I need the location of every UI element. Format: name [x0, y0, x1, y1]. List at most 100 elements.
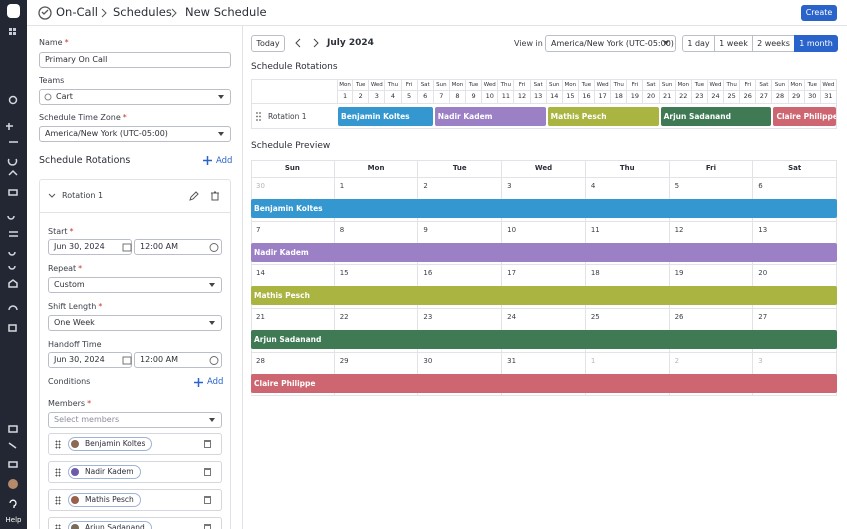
remove-member[interactable]: [204, 440, 211, 448]
nav-arrows[interactable]: [294, 38, 320, 48]
timeline-date: 30: [805, 91, 821, 103]
view-button[interactable]: 1 week: [714, 35, 753, 52]
view-button[interactable]: 2 weeks: [752, 35, 795, 52]
timeline-weekday: Fri: [740, 80, 757, 91]
breadcrumb-item: New Schedule: [185, 5, 267, 19]
drag-handle[interactable]: [256, 112, 262, 121]
member-avatar: [71, 496, 79, 504]
preview-shift: Arjun Sadanand: [251, 330, 837, 350]
drag-handle[interactable]: [55, 468, 61, 477]
collapse-icon[interactable]: [48, 192, 56, 200]
sidebar-icons: [6, 4, 20, 508]
timeline-date: 2: [353, 91, 370, 103]
required-mark: *: [69, 227, 74, 236]
timeline-weekday: Fri: [514, 80, 531, 91]
teams-select[interactable]: Cart: [39, 89, 231, 105]
label-text: Start: [48, 227, 68, 236]
calendar-weekday: Sat: [753, 160, 837, 178]
view-timezone-select[interactable]: America/New York (UTC-05:00): [545, 35, 676, 52]
timeline-weekday: Wed: [482, 80, 499, 91]
timeline-weekday: Sun: [433, 80, 450, 91]
section-heading: Schedule Preview: [251, 141, 331, 151]
breadcrumb-item[interactable]: On-Call: [56, 5, 98, 19]
timeline-weekday: Tue: [466, 80, 483, 91]
remove-member[interactable]: [204, 524, 211, 529]
panel-divider: [242, 26, 243, 529]
timeline-weekday: Wed: [820, 80, 837, 91]
label-text: Members: [48, 399, 86, 408]
handoff-time[interactable]: 12:00 AM: [134, 352, 222, 368]
drag-handle[interactable]: [55, 496, 61, 505]
help-label[interactable]: Help: [5, 516, 22, 524]
repeat-select[interactable]: Custom: [48, 277, 222, 293]
timeline-date: 31: [821, 91, 837, 103]
timeline-weekday: Sun: [546, 80, 563, 91]
members-select[interactable]: Select members: [48, 412, 222, 428]
label-text: Shift Length: [48, 302, 97, 311]
required-mark: *: [78, 264, 83, 273]
rotation-shift: Mathis Pesch: [547, 107, 659, 126]
required-mark: *: [64, 38, 69, 47]
shift-length-select[interactable]: One Week: [48, 315, 222, 331]
timeline-weekday: Fri: [401, 80, 418, 91]
drag-handle[interactable]: [55, 524, 61, 529]
timeline-weekday: Wed: [369, 80, 386, 91]
view-in-label: View in: [514, 39, 543, 48]
timeline-date: 6: [418, 91, 434, 103]
timeline-weekday: Tue: [804, 80, 821, 91]
timeline-date: 7: [434, 91, 450, 103]
field-label: Start *: [48, 227, 74, 236]
timeline-date: 14: [547, 91, 563, 103]
breadcrumb-item[interactable]: Schedules: [113, 5, 172, 19]
add-condition[interactable]: Add: [207, 377, 224, 387]
timeline-weekday: Sat: [756, 80, 773, 91]
required-mark: *: [122, 113, 127, 122]
handoff-date[interactable]: Jun 30, 2024: [48, 352, 132, 368]
member-avatar: [71, 440, 79, 448]
label-text: Repeat: [48, 264, 77, 273]
start-date[interactable]: Jun 30, 2024: [48, 239, 132, 255]
member-avatar: [71, 468, 79, 476]
section-heading: Schedule Rotations: [39, 155, 131, 166]
calendar-weekday: Thu: [585, 160, 670, 178]
calendar-weekday: Wed: [502, 160, 586, 178]
remove-member[interactable]: [204, 496, 211, 504]
remove-member[interactable]: [204, 468, 211, 476]
timeline-weekday: Thu: [724, 80, 741, 91]
add-rotation[interactable]: Add: [216, 156, 233, 166]
timezone-select[interactable]: America/New York (UTC-05:00): [39, 126, 231, 142]
member-chip: Arjun Sadanand: [68, 521, 152, 529]
preview-shift: Nadir Kadem: [251, 242, 837, 262]
card-divider: [39, 212, 231, 213]
timeline-date: 27: [756, 91, 773, 103]
view-button[interactable]: 1 day: [682, 35, 715, 52]
timeline-weekday: Thu: [611, 80, 628, 91]
timeline-weekday: Sat: [643, 80, 660, 91]
rotation-actions[interactable]: [188, 190, 223, 202]
rotation-shift: Benjamin Koltes: [338, 107, 433, 126]
name-input[interactable]: Primary On Call: [39, 52, 231, 68]
today-button[interactable]: Today: [251, 35, 285, 52]
view-button[interactable]: 1 month: [794, 35, 838, 52]
timeline-weekday: Thu: [385, 80, 402, 91]
label-text: Name: [39, 38, 63, 47]
timeline-date: 28: [772, 91, 789, 103]
rotation-shift: Arjun Sadanand: [660, 107, 772, 126]
drag-handle[interactable]: [55, 440, 61, 449]
timeline-date: 22: [676, 91, 692, 103]
create-button[interactable]: Create: [801, 5, 837, 21]
timeline-weekday: Mon: [562, 80, 579, 91]
timeline-date: 23: [692, 91, 708, 103]
add-icon: [194, 378, 203, 387]
timeline-date: 20: [643, 91, 660, 103]
member-chip: Benjamin Koltes: [68, 437, 153, 451]
timeline-date: 10: [482, 91, 499, 103]
timeline-weekday: Mon: [337, 80, 354, 91]
timeline-weekday: Wed: [707, 80, 725, 91]
top-bar: [27, 0, 847, 26]
team-icon: [44, 93, 52, 101]
start-time[interactable]: 12:00 AM: [134, 239, 222, 255]
timeline-weekday: Fri: [627, 80, 644, 91]
preview-shift: Claire Philippe: [251, 373, 837, 393]
timeline-date: 24: [708, 91, 725, 103]
